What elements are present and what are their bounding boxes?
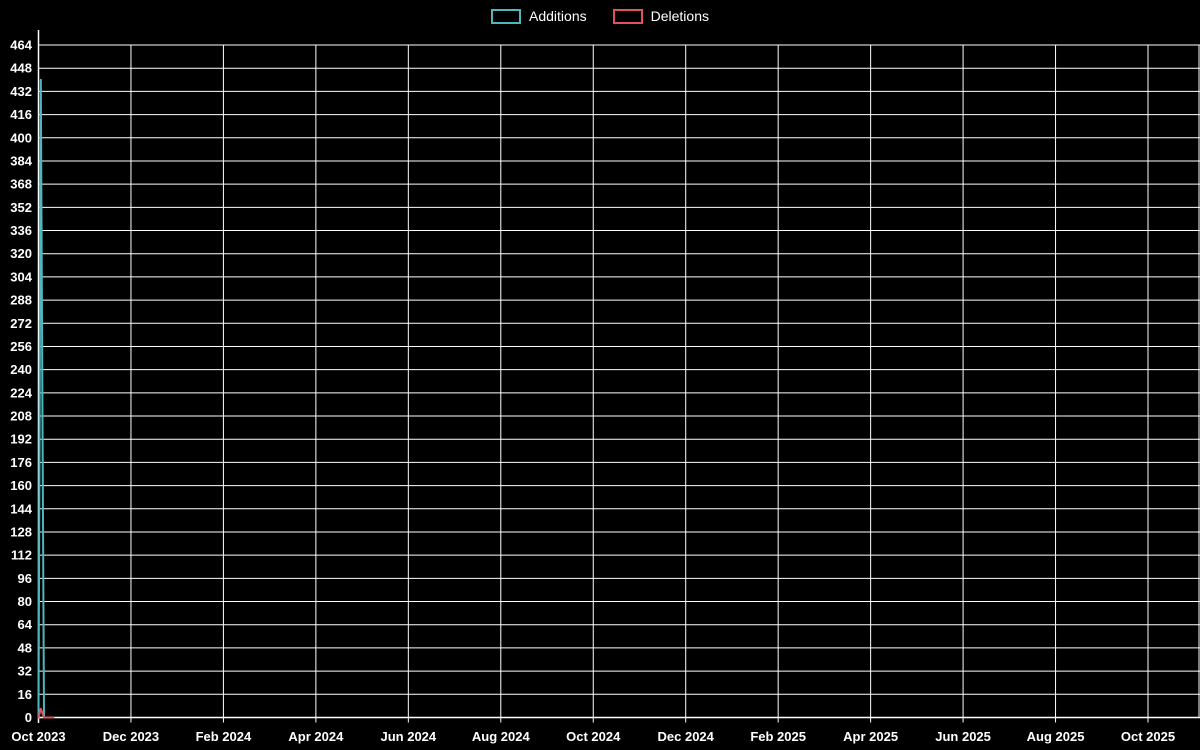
y-tick-label: 128 — [10, 524, 32, 539]
y-tick-label: 432 — [10, 84, 32, 99]
y-tick-label: 32 — [18, 664, 32, 679]
y-tick-label: 320 — [10, 246, 32, 261]
x-tick-label: Apr 2024 — [288, 729, 344, 744]
y-tick-label: 304 — [10, 269, 32, 284]
y-tick-label: 144 — [10, 501, 32, 516]
x-tick-label: Jun 2024 — [381, 729, 437, 744]
y-tick-label: 336 — [10, 223, 32, 238]
y-tick-label: 208 — [10, 409, 32, 424]
y-tick-label: 368 — [10, 177, 32, 192]
series-line-deletions — [37, 707, 55, 719]
x-tick-label: Dec 2024 — [658, 729, 715, 744]
y-tick-label: 80 — [18, 594, 32, 609]
y-tick-label: 0 — [25, 710, 32, 725]
x-tick-label: Oct 2023 — [11, 729, 65, 744]
axes — [37, 30, 1200, 723]
y-tick-label: 416 — [10, 107, 32, 122]
x-tick-label: Feb 2025 — [750, 729, 806, 744]
chart-legend: Additions Deletions — [0, 7, 1200, 25]
x-tick-label: Dec 2023 — [103, 729, 159, 744]
series-line-additions — [37, 78, 55, 719]
x-gridlines — [38, 45, 1200, 723]
legend-item-deletions: Deletions — [612, 7, 709, 25]
additions-color-swatch-icon — [491, 8, 522, 24]
x-tick-label: Aug 2024 — [472, 729, 531, 744]
y-tick-label: 224 — [10, 385, 32, 400]
legend-label-additions: Additions — [529, 8, 587, 24]
y-tick-label: 48 — [18, 640, 32, 655]
y-tick-label: 64 — [18, 617, 33, 632]
x-tick-label: Apr 2025 — [843, 729, 898, 744]
y-tick-label: 256 — [10, 339, 32, 354]
y-tick-label: 176 — [10, 455, 32, 470]
y-tick-label: 384 — [10, 153, 32, 168]
x-tick-label: Feb 2024 — [196, 729, 252, 744]
y-gridlines — [38, 44, 1200, 718]
legend-label-deletions: Deletions — [650, 8, 709, 24]
x-tick-label: Oct 2025 — [1121, 729, 1175, 744]
y-tick-label: 16 — [18, 687, 32, 702]
y-tick-label: 192 — [10, 432, 32, 447]
x-tick-label: Oct 2024 — [566, 729, 621, 744]
y-tick-label: 400 — [10, 130, 32, 145]
legend-item-additions: Additions — [491, 7, 587, 25]
y-tick-label: 160 — [10, 478, 32, 493]
y-tick-label: 352 — [10, 200, 32, 215]
deletions-color-swatch-icon — [612, 8, 643, 24]
y-tick-label: 448 — [10, 61, 32, 76]
y-tick-labels: 0 16 32 48 64 80 96 112 128 144 160 176 192 208 224 240… — [10, 38, 32, 726]
x-tick-label: Jun 2025 — [935, 729, 991, 744]
y-tick-label: 288 — [10, 293, 32, 308]
y-tick-label: 272 — [10, 316, 32, 331]
y-tick-label: 464 — [10, 38, 32, 53]
x-tick-labels: Oct 2023 Dec 2023 Feb 2024 Apr 2024 Jun 2024… — [11, 729, 1175, 744]
x-tick-label: Aug 2025 — [1027, 729, 1085, 744]
y-tick-label: 96 — [18, 571, 32, 586]
y-tick-label: 112 — [11, 548, 32, 563]
y-tick-label: 240 — [10, 362, 32, 377]
